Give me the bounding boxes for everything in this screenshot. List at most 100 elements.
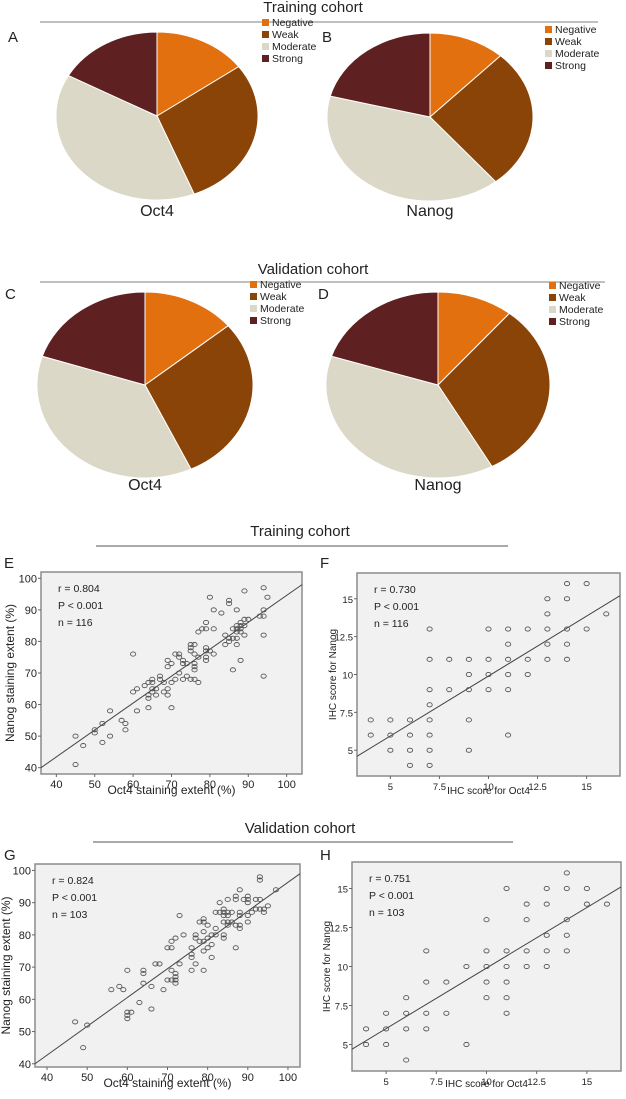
data-point <box>202 626 210 632</box>
data-point <box>107 708 114 714</box>
data-point <box>200 919 207 925</box>
data-point <box>145 679 152 686</box>
data-point <box>563 656 571 662</box>
legend-label-strong: Strong <box>555 60 586 72</box>
data-point <box>108 987 115 993</box>
data-point <box>563 626 571 632</box>
data-point <box>200 967 207 973</box>
legend-swatch-moderate <box>545 50 552 57</box>
data-point <box>241 632 248 638</box>
data-point <box>226 597 233 603</box>
data-point <box>465 671 472 678</box>
data-point <box>233 629 240 635</box>
y-tick-label: 80 <box>25 636 37 648</box>
legend-swatch-weak <box>250 293 257 300</box>
data-point <box>229 635 236 641</box>
data-point <box>172 971 179 977</box>
data-point <box>179 657 187 663</box>
x-tick-label: 15 <box>582 1077 593 1088</box>
data-point <box>208 954 215 960</box>
stat-annotation: P < 0.001 <box>369 890 414 902</box>
data-point <box>387 747 394 753</box>
data-point <box>124 1009 131 1015</box>
pie-validation-title: Validation cohort <box>258 261 369 278</box>
data-point <box>543 885 550 892</box>
pie-caption: Nanog <box>414 477 461 494</box>
data-point <box>446 656 453 662</box>
stat-annotation: r = 0.824 <box>52 875 94 887</box>
legend-swatch-negative <box>545 26 552 33</box>
data-point <box>543 932 550 938</box>
data-point <box>244 900 251 906</box>
data-point <box>244 919 251 925</box>
regression-line <box>351 886 622 1050</box>
data-point <box>236 913 243 919</box>
data-point <box>260 906 267 912</box>
data-point <box>204 935 211 941</box>
legend-label-weak: Weak <box>559 292 586 304</box>
data-point <box>240 896 247 902</box>
data-point <box>363 1041 370 1048</box>
data-point <box>172 676 179 682</box>
data-point <box>168 938 175 944</box>
data-point <box>187 642 194 648</box>
x-tick-label: 7.5 <box>430 1077 443 1088</box>
data-point <box>204 945 211 951</box>
data-point <box>212 909 219 915</box>
y-tick-label: 60 <box>25 700 37 712</box>
x-tick-label: 10 <box>481 1077 492 1088</box>
stat-annotation: P < 0.001 <box>374 601 419 613</box>
data-point <box>543 901 550 907</box>
data-point <box>195 679 202 686</box>
data-point <box>544 656 551 662</box>
data-point <box>216 909 223 915</box>
x-tick-label: 70 <box>161 1072 173 1084</box>
y-tick-label: 100 <box>19 573 37 585</box>
pie-slice-negative <box>144 291 229 386</box>
data-point <box>191 676 198 682</box>
plot-area <box>351 861 622 1072</box>
data-point <box>232 896 239 902</box>
y-tick-label: 70 <box>19 962 31 974</box>
data-point <box>505 656 512 662</box>
plot-area <box>34 863 301 1068</box>
data-point <box>149 689 156 695</box>
x-tick-label: 5 <box>383 1077 388 1088</box>
data-point <box>426 762 433 768</box>
data-point <box>224 922 231 928</box>
data-point <box>200 916 207 922</box>
data-point <box>256 874 263 880</box>
pie-slice-negative <box>437 291 511 387</box>
data-point <box>237 619 244 626</box>
data-point <box>544 626 551 632</box>
data-point <box>523 901 530 907</box>
y-tick-label: 90 <box>25 605 37 617</box>
y-tick-label: 90 <box>19 898 31 910</box>
panel-label: H <box>320 847 331 864</box>
data-point <box>503 1010 510 1016</box>
x-axis-label: IHC score for Oct4 <box>445 1079 528 1090</box>
data-point <box>563 641 571 647</box>
legend-swatch-moderate <box>250 305 257 312</box>
pie-slice-weak <box>156 65 259 195</box>
scatter-chart-f: F 5 7.5 10 12.5 15 5 7.5 10 12.5 15 IHC score for O… <box>320 555 621 797</box>
data-point <box>523 917 530 923</box>
x-tick-label: 40 <box>50 779 62 791</box>
data-point <box>226 601 233 607</box>
x-tick-label: 90 <box>242 1072 254 1084</box>
data-point <box>128 1009 135 1015</box>
data-point <box>232 945 239 951</box>
data-point <box>191 667 198 673</box>
data-point <box>524 656 531 662</box>
data-point <box>260 607 267 613</box>
data-point <box>156 673 164 679</box>
y-axis-label: Nanog staining extent (%) <box>0 896 13 1034</box>
data-point <box>148 1006 155 1012</box>
data-point <box>503 885 510 892</box>
pie-caption: Nanog <box>406 203 453 220</box>
data-point <box>204 922 211 928</box>
data-point <box>220 932 227 938</box>
data-point <box>153 686 160 692</box>
data-point <box>483 917 490 923</box>
